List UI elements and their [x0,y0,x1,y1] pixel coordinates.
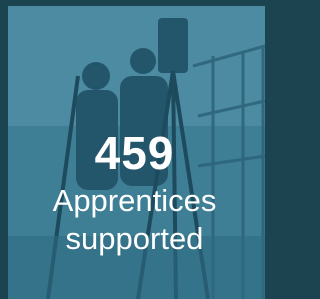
stat-card: 459 Apprentices supported [0,0,269,299]
stat-label: Apprentices supported [35,182,235,258]
stat-text: 459 Apprentices supported [0,128,269,258]
stat-value: 459 [0,128,269,178]
